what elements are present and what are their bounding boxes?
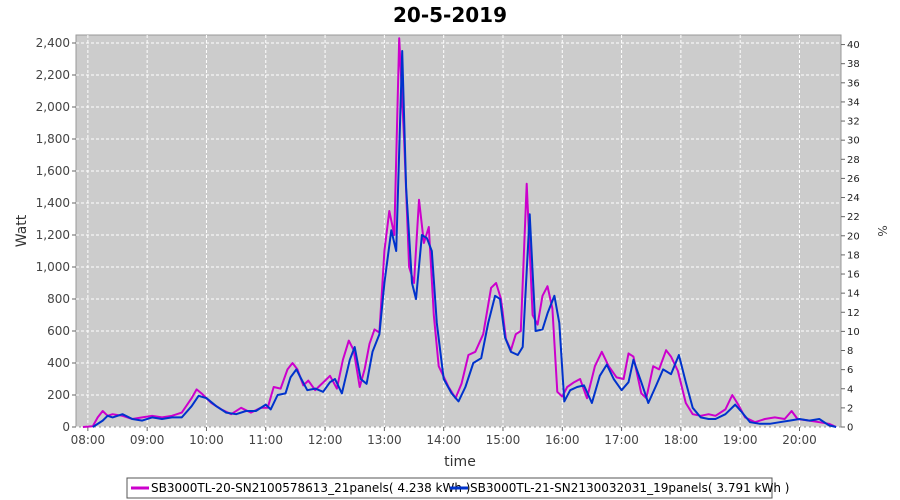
y-tick-label: 1,000 xyxy=(36,260,70,274)
x-axis-title: time xyxy=(444,454,476,470)
y2-tick-label: 2 xyxy=(847,403,853,414)
x-tick-label: 18:00 xyxy=(664,433,699,447)
y-tick-label: 2,400 xyxy=(36,36,70,50)
y2-tick-label: 30 xyxy=(847,136,860,147)
y2-tick-label: 6 xyxy=(847,365,853,376)
y2-tick-label: 32 xyxy=(847,117,860,128)
x-axis: 08:00 09:00 10:00 11:00 12:00 13:00 14:00 15:00… xyxy=(71,427,817,447)
y2-tick-label: 36 xyxy=(847,78,860,89)
x-tick-label: 13:00 xyxy=(367,433,402,447)
y-tick-label: 1,200 xyxy=(36,228,70,242)
y2-axis-title: % xyxy=(875,225,889,236)
chart-title: 20-5-2019 xyxy=(393,3,507,27)
x-tick-label: 08:00 xyxy=(71,433,106,447)
y-tick-label: 1,600 xyxy=(36,164,70,178)
x-tick-label: 10:00 xyxy=(189,433,224,447)
x-tick-label: 17:00 xyxy=(604,433,639,447)
y-tick-label: 2,000 xyxy=(36,100,70,114)
y2-tick-label: 34 xyxy=(847,97,860,108)
series-group xyxy=(82,37,837,428)
legend-label-2: SB3000TL-21-SN2130032031_19panels( 3.791… xyxy=(470,481,789,495)
y2-tick-label: 20 xyxy=(847,231,860,242)
grid xyxy=(76,35,841,428)
x-tick-label: 19:00 xyxy=(723,433,758,447)
y-tick-label: 1,400 xyxy=(36,196,70,210)
y-tick-label: 0 xyxy=(62,420,70,434)
legend-label-1: SB3000TL-20-SN2100578613_21panels( 4.238… xyxy=(151,481,470,495)
legend-box xyxy=(126,477,773,499)
x-tick-label: 12:00 xyxy=(308,433,343,447)
y-tick-label: 800 xyxy=(47,292,70,306)
series-line-2 xyxy=(92,50,837,428)
y2-tick-label: 8 xyxy=(847,346,853,357)
x-tick-label: 14:00 xyxy=(426,433,461,447)
y2-tick-label: 18 xyxy=(847,250,860,261)
y-tick-label: 600 xyxy=(47,324,70,338)
y2-tick-label: 12 xyxy=(847,308,860,319)
y-tick-label: 400 xyxy=(47,356,70,370)
y2-tick-label: 24 xyxy=(847,193,860,204)
y2-tick-label: 16 xyxy=(847,270,860,281)
y2-tick-label: 14 xyxy=(847,289,860,300)
y2-tick-label: 28 xyxy=(847,155,860,166)
y2-tick-label: 38 xyxy=(847,59,860,70)
y2-tick-label: 10 xyxy=(847,327,860,338)
legend: SB3000TL-20-SN2100578613_21panels( 4.238… xyxy=(126,477,789,499)
y-tick-label: 200 xyxy=(47,388,70,402)
y2-tick-label: 0 xyxy=(847,423,853,434)
y-axis: 0 200 400 600 800 1,000 1,200 1,400 1,600 1,800 2,… xyxy=(36,36,76,434)
x-tick-label: 11:00 xyxy=(248,433,283,447)
y2-tick-label: 22 xyxy=(847,212,860,223)
y2-tick-label: 40 xyxy=(847,40,860,51)
y-tick-label: 1,800 xyxy=(36,132,70,146)
x-tick-label: 15:00 xyxy=(486,433,521,447)
y2-tick-label: 26 xyxy=(847,174,860,185)
x-tick-label: 16:00 xyxy=(545,433,580,447)
y-tick-label: 2,200 xyxy=(36,68,70,82)
y2-tick-label: 4 xyxy=(847,384,853,395)
x-tick-label: 09:00 xyxy=(130,433,165,447)
x-tick-label: 20:00 xyxy=(782,433,817,447)
y-axis-title: Watt xyxy=(14,214,30,247)
plot-area xyxy=(75,34,842,428)
